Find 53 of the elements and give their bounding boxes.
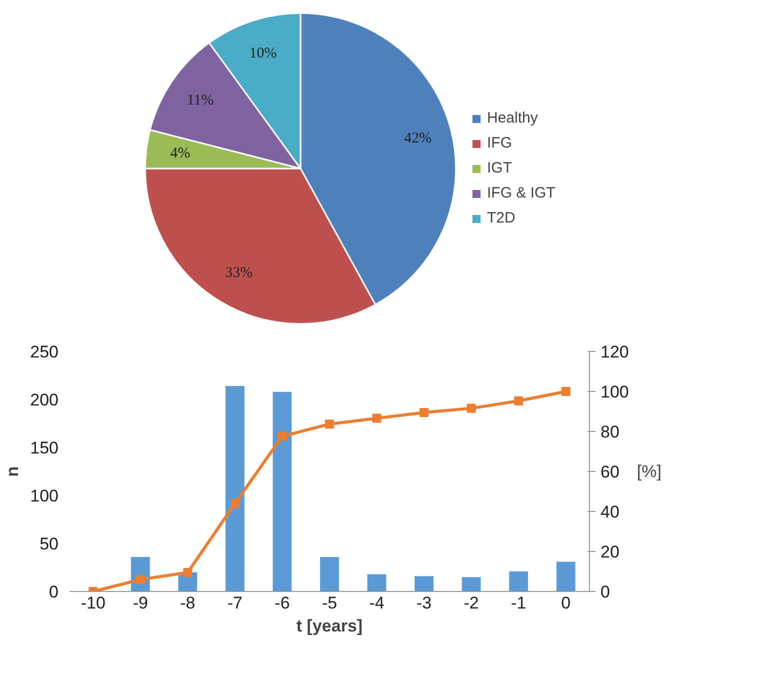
point [372,414,382,423]
x-tick-label: -8 [180,594,196,612]
x-axis-title: t [years] [296,616,363,636]
point [136,575,145,584]
x-tick-label: -4 [369,594,384,612]
point [230,499,240,508]
x-tick-label: 0 [561,594,571,612]
point [466,404,476,413]
x-tick-label: -10 [80,594,106,612]
y-axis-title: n [3,466,22,477]
legend-label: IFG [487,134,512,152]
point [183,568,192,577]
x-tick-label: -2 [464,594,479,612]
legend-label: IGT [487,160,512,176]
x-tick-label: -5 [322,594,338,612]
point [325,420,334,429]
data-label: 4% [170,145,190,162]
point [420,408,429,417]
bar [272,392,292,592]
y2-tick-label: 20 [600,542,620,562]
point [514,396,524,406]
data-label: 33% [225,264,253,281]
y-tick-label: 250 [30,342,59,362]
bar [556,562,576,592]
y-tick-label: 150 [30,438,59,458]
x-tick-label: -7 [227,594,243,612]
legend-label: T2D [487,210,516,226]
point [278,432,287,441]
data-label: 11% [186,92,214,108]
y-tick-label: 50 [40,534,59,554]
y2-tick-label: 40 [600,502,620,522]
x-tick-label: -6 [274,594,290,612]
data-label: 10% [249,45,277,62]
y-tick-label: 200 [30,390,59,410]
y2-axis-title: [%] [636,462,662,481]
legend-label: Healthy [487,110,538,126]
y2-tick-label: 80 [600,422,620,442]
bar [462,577,481,592]
bar [320,556,339,592]
data-label: 42% [404,130,432,146]
bar [414,576,434,592]
legend-label: IFG & IGT [487,184,556,202]
bar [367,574,386,592]
y2-tick-label: 120 [600,342,629,362]
bar [509,571,528,592]
x-tick-label: -1 [511,594,526,612]
x-tick-label: -9 [132,594,148,612]
y2-tick-label: 60 [600,462,620,482]
y2-tick-label: 100 [600,382,629,402]
point [561,387,570,396]
bar [226,386,244,592]
y-tick-label: 100 [30,486,59,506]
x-tick-label: -3 [416,594,432,612]
